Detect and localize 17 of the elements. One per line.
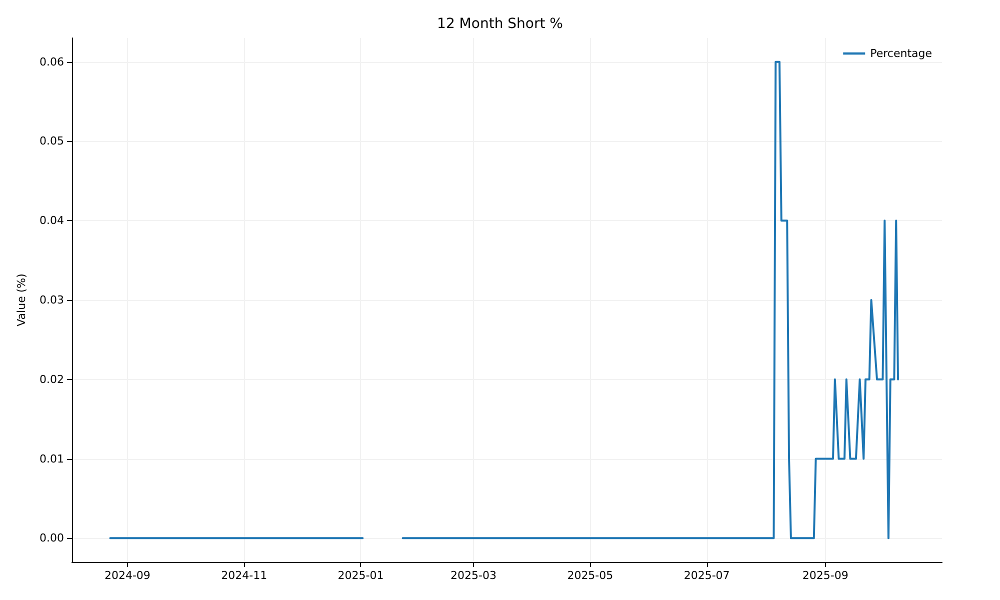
x-tick-label: 2025-05 xyxy=(567,569,614,582)
x-tick-label: 2024-09 xyxy=(104,569,150,582)
x-tick-label: 2025-09 xyxy=(802,569,848,582)
y-axis-title: Value (%) xyxy=(15,274,28,326)
y-tick-label: 0.05 xyxy=(40,134,64,148)
x-tick-label: 2025-01 xyxy=(338,569,384,582)
y-tick-label: 0.00 xyxy=(40,532,64,545)
y-tick-label: 0.04 xyxy=(40,214,64,228)
chart-title: 12 Month Short % xyxy=(437,16,563,32)
x-tick-label: 2025-07 xyxy=(684,569,730,582)
y-tick-label: 0.06 xyxy=(40,55,64,68)
y-tick-label: 0.02 xyxy=(40,372,64,386)
y-tick-label: 0.01 xyxy=(40,452,64,466)
legend-label: Percentage xyxy=(870,47,932,60)
y-tick-label: 0.03 xyxy=(40,294,64,306)
x-tick-label: 2024-11 xyxy=(221,569,268,582)
x-tick-label: 2025-03 xyxy=(450,569,497,582)
